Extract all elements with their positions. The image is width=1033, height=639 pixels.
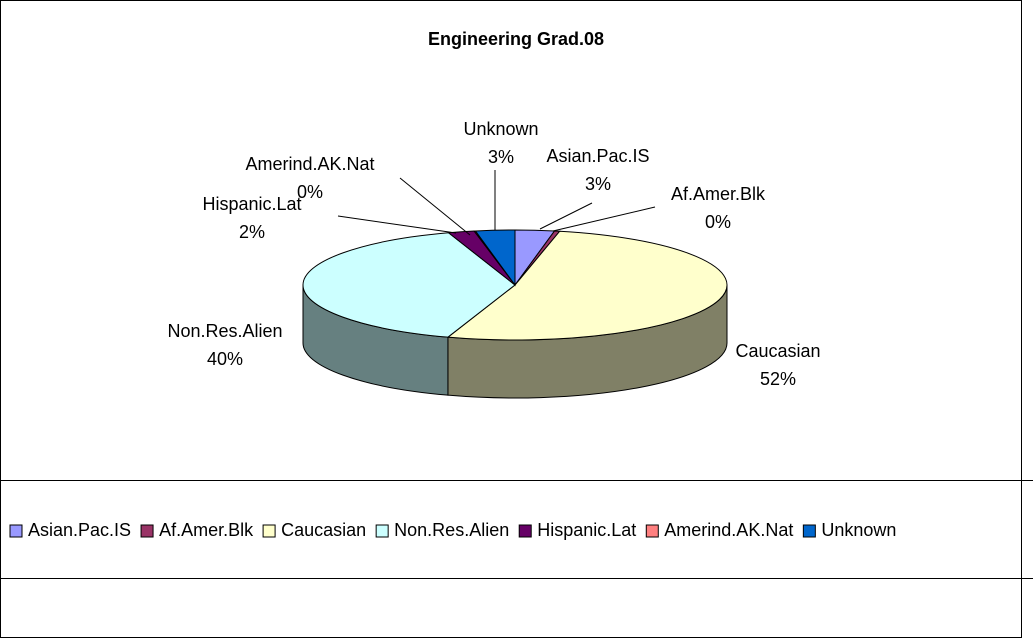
- legend-swatch: [645, 524, 659, 538]
- legend-swatch: [375, 524, 389, 538]
- legend-swatch: [802, 524, 816, 538]
- leader-line: [539, 202, 593, 230]
- data-label-name: Unknown: [463, 119, 538, 139]
- data-label-value: 3%: [585, 174, 611, 194]
- pie-slice: [302, 232, 516, 338]
- legend-swatch: [9, 524, 23, 538]
- data-label-value: 0%: [705, 212, 731, 232]
- legend-swatch: [262, 524, 276, 538]
- leader-line: [399, 177, 471, 236]
- data-label-value: 2%: [239, 222, 265, 242]
- pie-slice: [474, 229, 516, 287]
- legend-swatch: [518, 524, 532, 538]
- legend-label: Asian.Pac.IS: [28, 520, 131, 540]
- data-label-name: Caucasian: [735, 341, 820, 361]
- data-label-name: Af.Amer.Blk: [671, 184, 766, 204]
- pie-slice: [446, 230, 728, 341]
- data-label-value: 3%: [488, 147, 514, 167]
- data-label-name: Non.Res.Alien: [167, 321, 282, 341]
- chart-title: Engineering Grad.08: [428, 29, 604, 49]
- data-label-name: Amerind.AK.Nat: [245, 154, 374, 174]
- legend-label: Caucasian: [281, 520, 366, 540]
- data-label-value: 40%: [207, 349, 243, 369]
- legend-label: Amerind.AK.Nat: [664, 520, 793, 540]
- legend-label: Af.Amer.Blk: [159, 520, 254, 540]
- data-label-name: Hispanic.Lat: [202, 194, 301, 214]
- data-label-value: 0%: [297, 182, 323, 202]
- data-label-name: Asian.Pac.IS: [546, 146, 649, 166]
- leader-line: [337, 215, 457, 234]
- legend-label: Hispanic.Lat: [537, 520, 636, 540]
- legend-label: Non.Res.Alien: [394, 520, 509, 540]
- legend-swatch: [140, 524, 154, 538]
- data-label-value: 52%: [760, 369, 796, 389]
- leader-line: [552, 206, 656, 232]
- legend-label: Unknown: [821, 520, 896, 540]
